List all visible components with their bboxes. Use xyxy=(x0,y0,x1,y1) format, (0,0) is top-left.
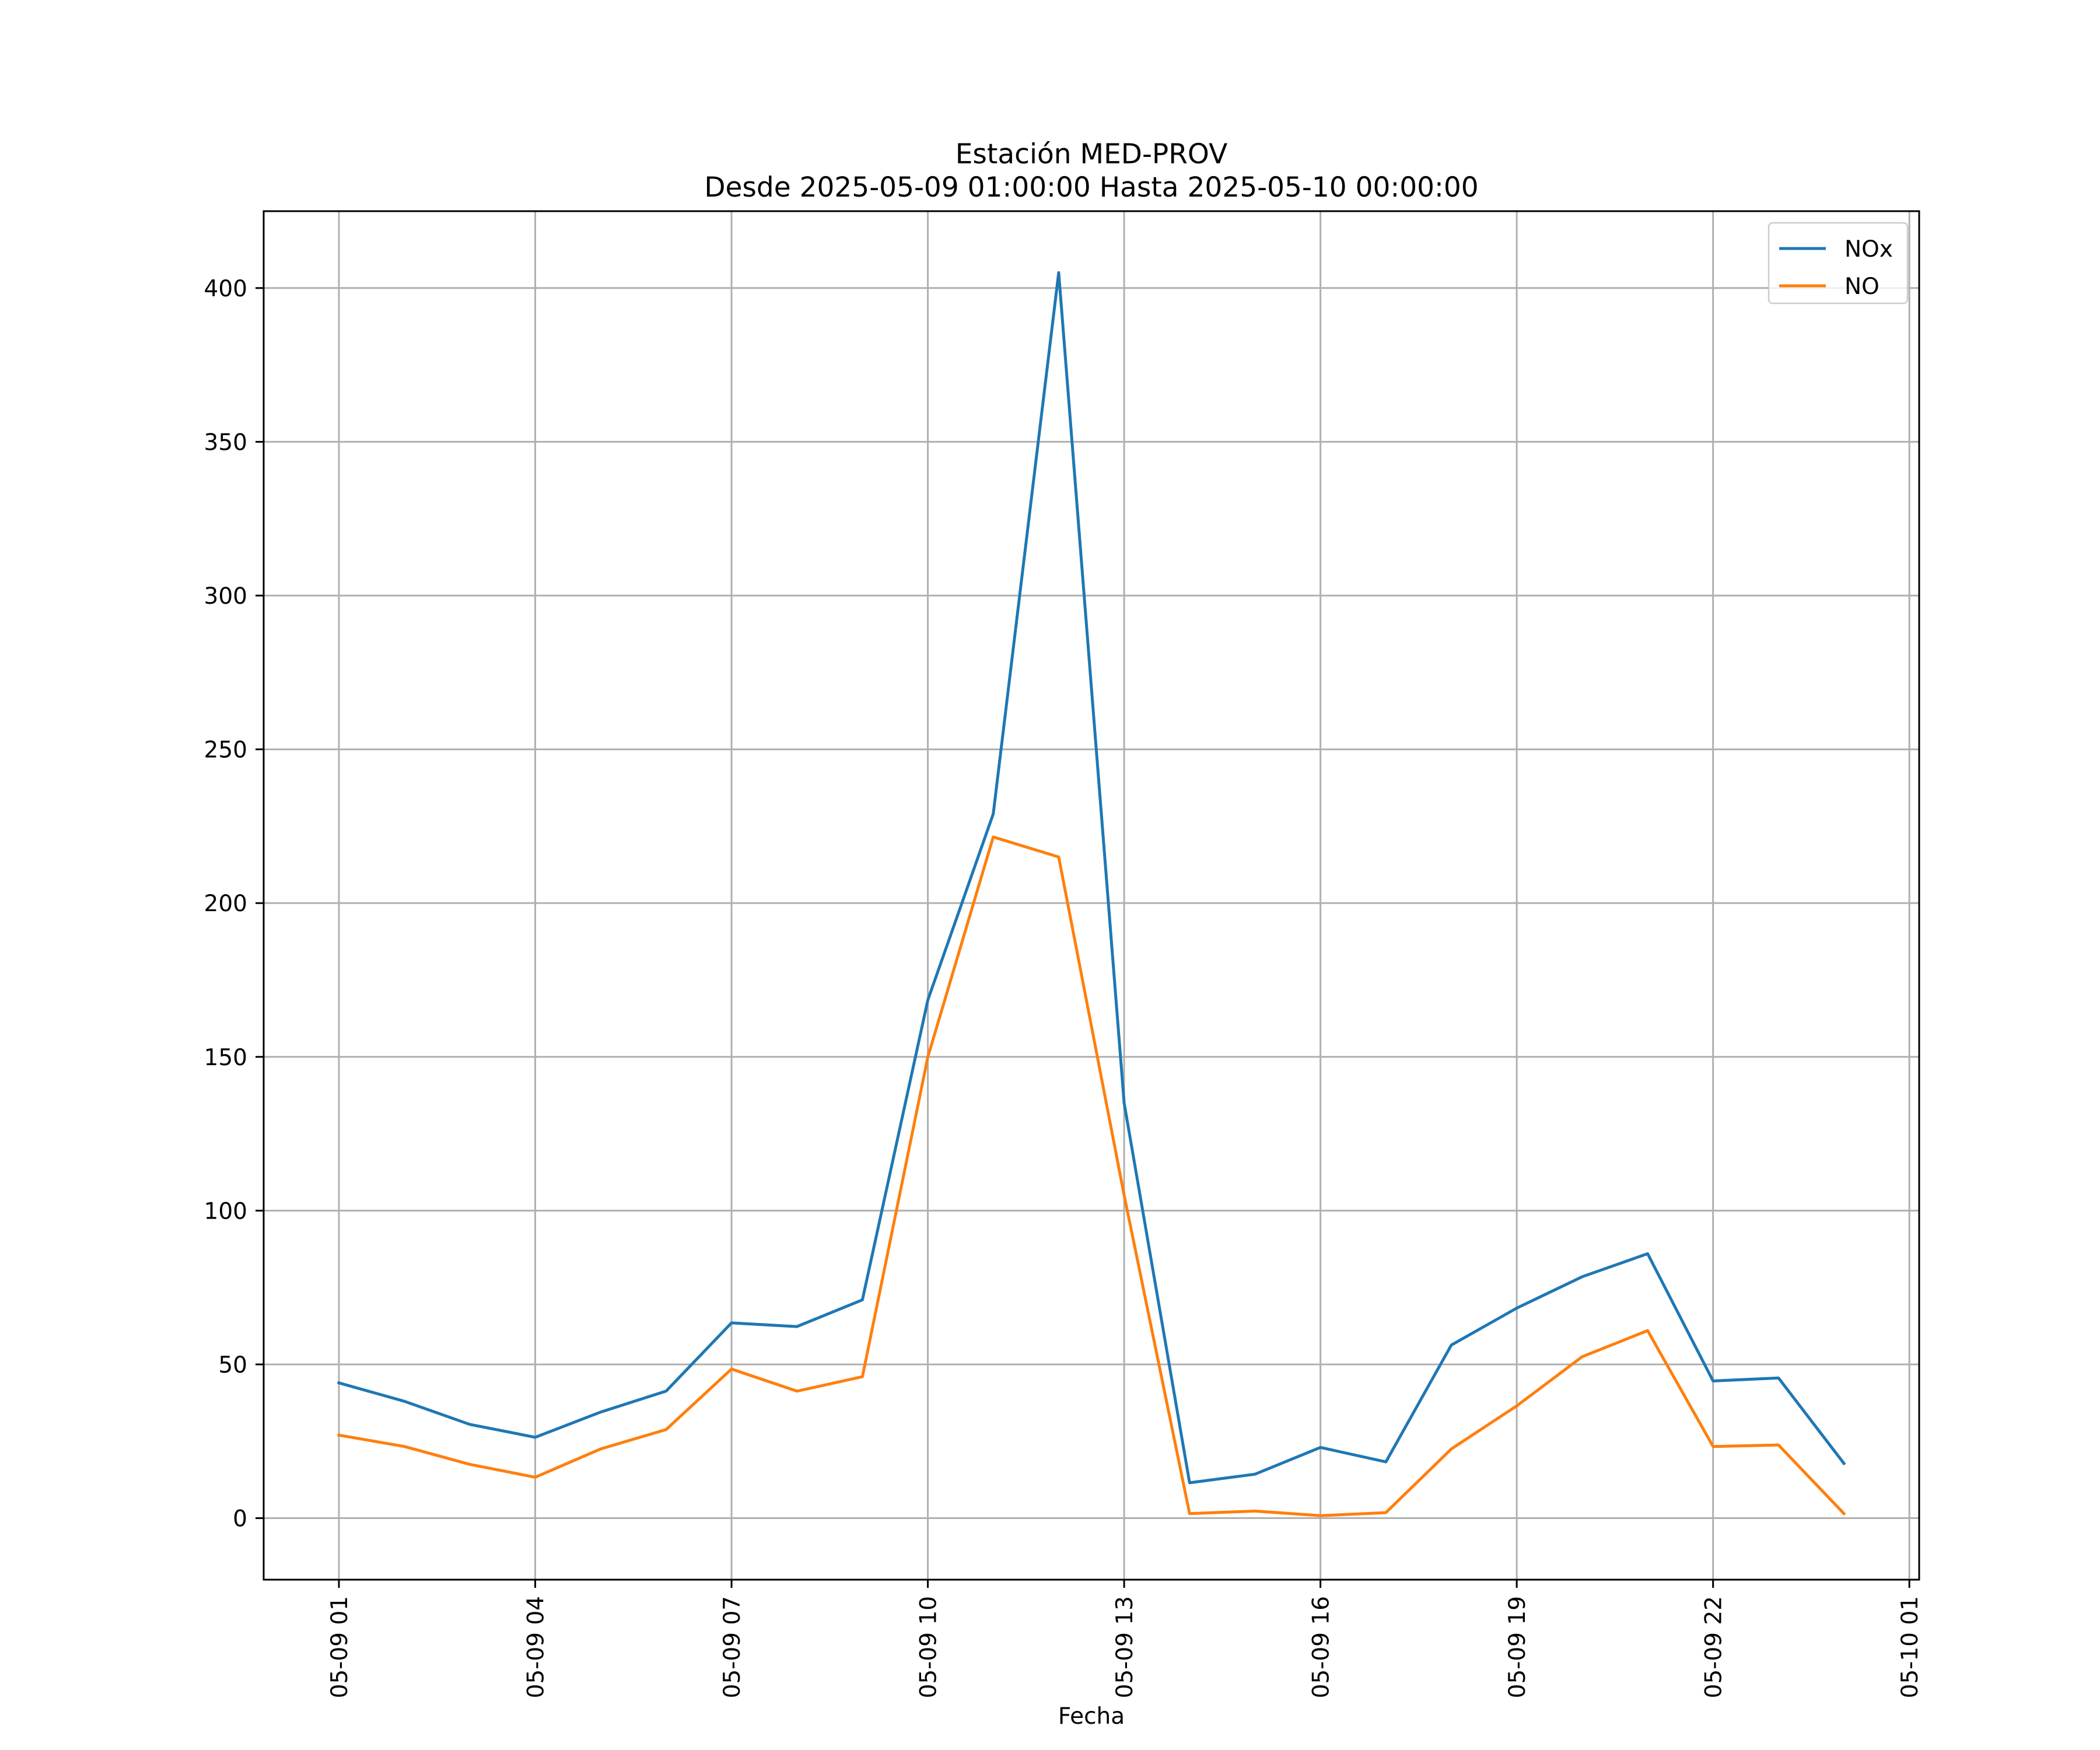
x-tick-label: 05-10 01 xyxy=(1897,1596,1923,1698)
y-tick-label: 200 xyxy=(204,891,247,917)
x-tick-label: 05-09 01 xyxy=(327,1596,353,1698)
x-tick-label: 05-09 10 xyxy=(916,1596,942,1698)
legend-label-no: NO xyxy=(1845,274,1880,300)
plot-series xyxy=(337,271,1846,1517)
y-tick-label: 0 xyxy=(233,1506,247,1532)
x-tick-label: 05-09 19 xyxy=(1504,1596,1531,1698)
y-tick-label: 350 xyxy=(204,429,247,456)
grid-lines xyxy=(264,211,1919,1580)
x-tick-label: 05-09 04 xyxy=(523,1596,550,1698)
x-tick-label: 05-09 22 xyxy=(1701,1596,1727,1698)
chart-title: Estación MED-PROV xyxy=(956,138,1228,170)
x-axis-label: Fecha xyxy=(1058,1703,1125,1730)
series-line-nox xyxy=(337,271,1846,1485)
x-tick-label: 05-09 13 xyxy=(1112,1596,1138,1698)
plot-frame xyxy=(262,210,1920,1581)
y-tick-label: 150 xyxy=(204,1045,247,1071)
y-tick-label: 100 xyxy=(204,1198,247,1224)
legend-label-nox: NOx xyxy=(1845,236,1893,262)
y-tick-label: 400 xyxy=(204,276,247,302)
legend: NOx NO xyxy=(1768,222,1909,304)
legend-box xyxy=(1768,222,1909,304)
y-tick-label: 250 xyxy=(204,737,247,764)
x-tick-label: 05-09 16 xyxy=(1308,1596,1335,1698)
y-tick-label: 300 xyxy=(204,583,247,610)
chart-subtitle: Desde 2025-05-09 01:00:00 Hasta 2025-05-… xyxy=(704,172,1478,204)
y-tick-label: 50 xyxy=(218,1352,247,1378)
axis-ticks: 0 50 100 150 200 250 300 350 400 05-09 01 05-09 04… xyxy=(204,276,1924,1699)
series-line-no xyxy=(337,835,1846,1517)
x-tick-label: 05-09 07 xyxy=(719,1596,746,1698)
